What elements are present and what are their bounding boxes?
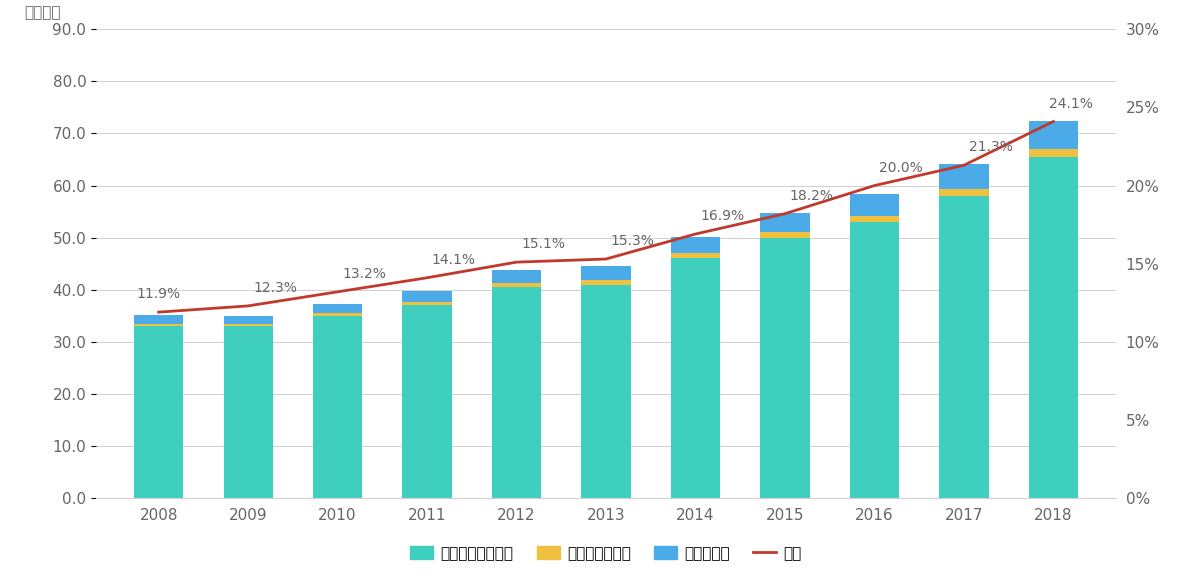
Text: 11.9%: 11.9% (137, 287, 181, 301)
Bar (492, 271, 541, 284)
Bar (134, 326, 184, 498)
Legend: クレジットカード, デビットカード, 電子マネー, 比率: クレジットカード, デビットカード, 電子マネー, 比率 (410, 546, 802, 561)
Bar (402, 302, 451, 305)
Bar (492, 287, 541, 498)
Text: 15.1%: 15.1% (521, 237, 565, 251)
Bar (850, 222, 899, 498)
Bar (492, 284, 541, 287)
Bar (581, 280, 631, 285)
Bar (134, 324, 184, 326)
Text: 14.1%: 14.1% (432, 253, 476, 267)
Text: 24.1%: 24.1% (1049, 97, 1093, 111)
Bar (402, 291, 451, 302)
Bar (134, 315, 184, 324)
Bar (940, 189, 989, 196)
Text: 13.2%: 13.2% (342, 267, 386, 281)
Bar (671, 258, 720, 498)
Bar (850, 194, 899, 216)
Bar (313, 313, 362, 316)
Bar (313, 316, 362, 498)
Bar (761, 233, 810, 238)
Bar (1028, 149, 1078, 157)
Bar (402, 305, 451, 498)
Text: 21.3%: 21.3% (968, 140, 1013, 154)
Text: 15.3%: 15.3% (611, 234, 655, 248)
Bar (581, 285, 631, 498)
Bar (671, 237, 720, 253)
Bar (940, 196, 989, 498)
Bar (761, 238, 810, 498)
Bar (1028, 121, 1078, 149)
Bar (581, 266, 631, 280)
Bar (223, 316, 272, 324)
Bar (940, 163, 989, 189)
Text: （兆円）: （兆円） (24, 5, 61, 20)
Text: 20.0%: 20.0% (880, 161, 923, 175)
Bar (850, 216, 899, 222)
Bar (313, 304, 362, 313)
Text: 12.3%: 12.3% (253, 281, 296, 295)
Bar (761, 213, 810, 233)
Bar (671, 253, 720, 258)
Bar (223, 324, 272, 326)
Text: 16.9%: 16.9% (701, 209, 744, 223)
Text: 18.2%: 18.2% (790, 189, 834, 203)
Bar (1028, 157, 1078, 498)
Bar (223, 326, 272, 498)
